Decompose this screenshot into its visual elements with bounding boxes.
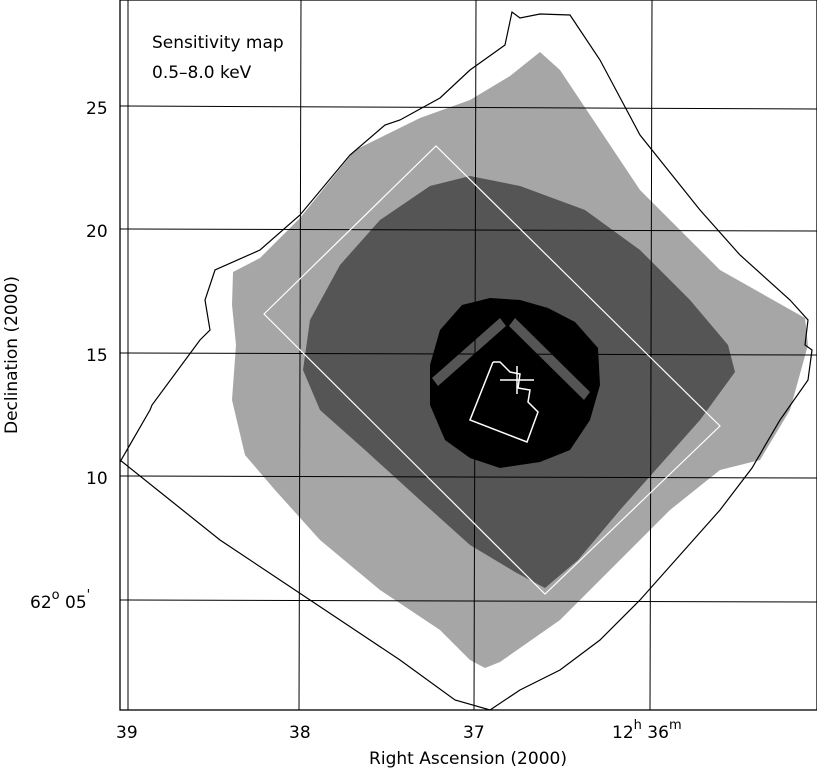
grid-line-ra-37	[473, 0, 477, 711]
x-tick-12h36m: 12h 36m	[612, 718, 682, 743]
x-axis-title: Right Ascension (2000)	[369, 749, 567, 769]
chip-gap-left	[432, 318, 506, 386]
annotation-title: Sensitivity map	[152, 33, 284, 53]
plot-frame	[119, 0, 817, 711]
y-tick-25: 25	[86, 99, 108, 119]
x-tick-labels: 39 38 37 12h 36m	[116, 718, 682, 743]
x-tick-37: 37	[463, 723, 485, 743]
grid-line-dec-05	[119, 599, 817, 603]
annotation-band: 0.5–8.0 keV	[152, 63, 252, 83]
coordinate-grid	[119, 0, 817, 711]
y-tick-62-05: 62o 05'	[30, 588, 90, 613]
chip-gap-right	[509, 318, 590, 400]
grid-line-dec-25	[119, 105, 817, 110]
y-tick-15: 15	[86, 346, 108, 366]
overlay-small-polygon	[469, 361, 539, 443]
inner-region	[430, 298, 600, 468]
grid-line-dec-10	[119, 475, 817, 479]
y-axis-title: Declination (2000)	[2, 276, 22, 434]
x-tick-39: 39	[116, 723, 138, 743]
x-tick-38: 38	[289, 723, 311, 743]
y-tick-20: 20	[86, 222, 108, 242]
field-outline	[119, 10, 813, 711]
grid-line-dec-15	[119, 352, 817, 356]
grid-line-ra-38	[298, 0, 302, 711]
grid-line-dec-20	[119, 228, 817, 232]
y-tick-10: 10	[86, 469, 108, 489]
crosshair-marker	[500, 366, 534, 394]
y-tick-labels: 25 20 15 10 62o 05'	[30, 99, 108, 613]
overlay-rectangle	[263, 145, 721, 595]
